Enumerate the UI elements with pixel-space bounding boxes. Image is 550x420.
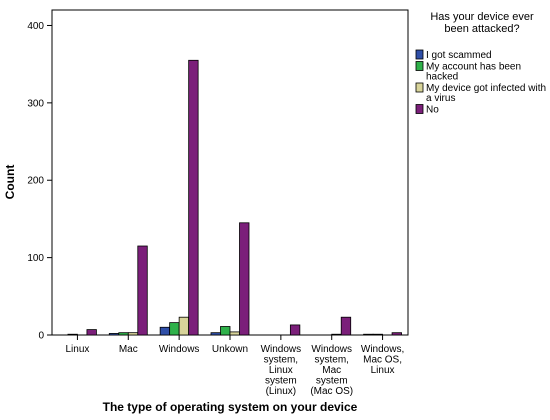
y-axis: 0 100 200 300 400 (27, 21, 52, 342)
bar (239, 222, 250, 336)
legend-item: My account has been hacked (415, 61, 521, 83)
x-tick-label: Mac (119, 344, 138, 355)
bars (67, 59, 402, 336)
x-tick-label-line: system, (264, 355, 298, 366)
legend-swatch (415, 61, 424, 71)
legend-item: My device got infected with a virus (415, 82, 546, 104)
bar (118, 332, 129, 336)
x-tick-label-line: Mac (322, 365, 341, 376)
x-tick-label-line: system (316, 376, 348, 387)
legend-swatch (415, 49, 424, 60)
x-tick-label-line: (Mac OS) (310, 386, 353, 397)
y-tick-label: 200 (27, 176, 44, 187)
x-tick-label: Windows system, Linux system (Linux) (261, 344, 302, 397)
legend-label-line: My device got infected with (426, 83, 546, 94)
x-tick-label: Linux (65, 344, 89, 355)
y-tick-label: 100 (27, 253, 44, 264)
bar (67, 333, 78, 336)
bar (289, 324, 301, 336)
x-tick-label-line: Windows (311, 344, 352, 355)
legend-label-line: My account has been (426, 62, 521, 73)
bar (159, 326, 171, 336)
legend-label: No (426, 105, 439, 116)
bar (363, 333, 374, 336)
y-tick-label: 400 (27, 21, 44, 32)
x-tick-label-line: Mac (119, 344, 138, 355)
legend-label-line: I got scammed (426, 50, 492, 61)
legend-label: I got scammed (426, 50, 492, 61)
bar (137, 245, 148, 336)
bar (86, 329, 97, 336)
x-tick-label-line: system, (314, 355, 348, 366)
legend-title-line: Has your device ever (430, 11, 534, 23)
bar (178, 316, 190, 336)
legend-label: My device got infected with a virus (426, 83, 546, 104)
x-tick-label-line: (Linux) (266, 386, 297, 397)
legend-item: I got scammed (415, 49, 492, 61)
x-tick-label-line: Unkown (212, 344, 248, 355)
bar (229, 331, 240, 336)
x-tick-label-line: system (265, 376, 297, 387)
bar (220, 326, 231, 336)
x-tick-label-line: Linux (65, 344, 89, 355)
legend-label: My account has been hacked (426, 62, 521, 83)
x-tick-label-line: Windows (261, 344, 302, 355)
y-axis-title: Count (3, 165, 17, 200)
bar (127, 332, 139, 336)
bar (210, 332, 221, 336)
x-tick-label: Windows, Mac OS, Linux (361, 344, 404, 376)
x-tick-label: Unkown (212, 344, 248, 355)
bar (331, 333, 342, 336)
legend-swatch (415, 82, 424, 93)
x-axis-title: The type of operating system on your dev… (103, 400, 358, 414)
x-tick-label-line: Linux (371, 365, 395, 376)
bar (391, 332, 402, 336)
legend-title-line: been attacked? (444, 23, 519, 35)
x-tick-label-line: Linux (269, 365, 293, 376)
y-tick-label: 0 (38, 331, 44, 342)
legend-swatch (415, 104, 424, 114)
legend-label-line: hacked (426, 72, 458, 83)
bar (372, 333, 383, 336)
legend-label-line: No (426, 105, 439, 116)
legend-title: Has your device ever been attacked? (430, 11, 534, 35)
x-tick-label-line: Mac OS, (363, 355, 402, 366)
bar (340, 316, 352, 336)
legend: Has your device ever been attacked? I got … (415, 11, 546, 116)
x-tick-label-line: Windows (159, 344, 200, 355)
x-axis: Linux Mac Windows Unkown Windows system, Linux… (65, 335, 404, 397)
bar (169, 322, 180, 336)
x-tick-label-line: Windows, (361, 344, 404, 355)
legend-label-line: a virus (426, 93, 455, 104)
plot-frame (51, 9, 409, 336)
x-tick-label: Windows (159, 344, 200, 355)
x-tick-label: Windows system, Mac system (Mac OS) (310, 344, 353, 397)
bar (108, 333, 120, 336)
bar (188, 59, 199, 336)
legend-item: No (415, 104, 439, 116)
y-tick-label: 300 (27, 98, 44, 109)
